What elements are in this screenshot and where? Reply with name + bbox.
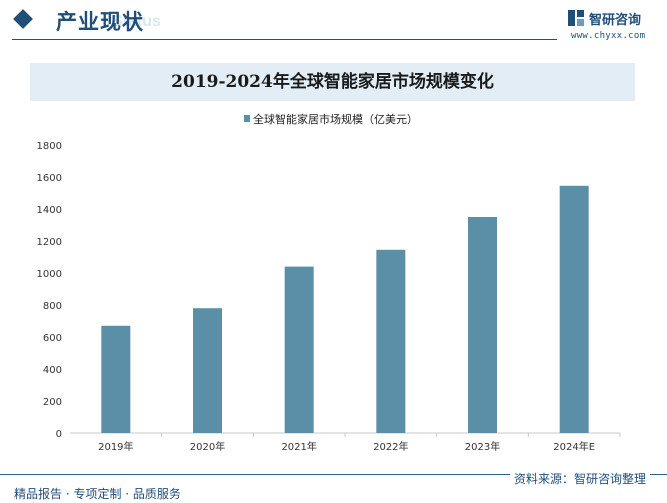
brand-url: www.chyxx.com [571,31,646,41]
legend-swatch [244,115,250,122]
footer-bar: 精品报告 · 专项定制 · 品质服务 [0,477,667,503]
x-tick-label: 2020年 [190,440,225,453]
footer-divider [0,474,667,475]
bar [559,185,589,433]
x-tick-label: 2022年 [373,440,408,453]
bar [193,308,222,433]
header-divider [12,39,557,40]
y-tick-label: 800 [43,301,62,312]
y-tick-label: 0 [56,429,62,440]
y-tick-label: 600 [43,333,62,344]
header: Status 产业现状 智研咨询 www.chyxx.com [0,0,667,44]
x-tick-label: 2024年E [553,440,595,453]
bar [468,217,497,433]
y-tick-label: 1400 [37,205,62,216]
source-note: 资料来源：智研咨询整理 [510,470,651,487]
bar [376,249,406,433]
header-title: 产业现状 [56,10,144,34]
y-tick-label: 1000 [37,269,62,280]
title-band [30,63,635,101]
y-tick-label: 200 [43,397,62,408]
header-title-en: Status [112,13,161,30]
brand-name: 智研咨询 [589,13,642,28]
legend-label: 全球智能家居市场规模（亿美元） [253,113,418,126]
y-tick-label: 400 [43,365,62,376]
chart-title: 2019-2024年全球智能家居市场规模变化 [171,72,494,92]
x-tick-label: 2021年 [281,440,316,453]
bar [284,266,314,433]
footer-slogan: 精品报告 · 专项定制 · 品质服务 [14,487,181,501]
zhiyan-logo-icon [568,10,584,26]
y-tick-label: 1200 [37,237,62,248]
x-tick-label: 2019年 [98,440,133,453]
x-tick-label: 2023年 [465,440,500,453]
bar [101,325,131,433]
y-tick-label: 1600 [37,173,62,184]
y-tick-label: 1800 [37,141,62,152]
